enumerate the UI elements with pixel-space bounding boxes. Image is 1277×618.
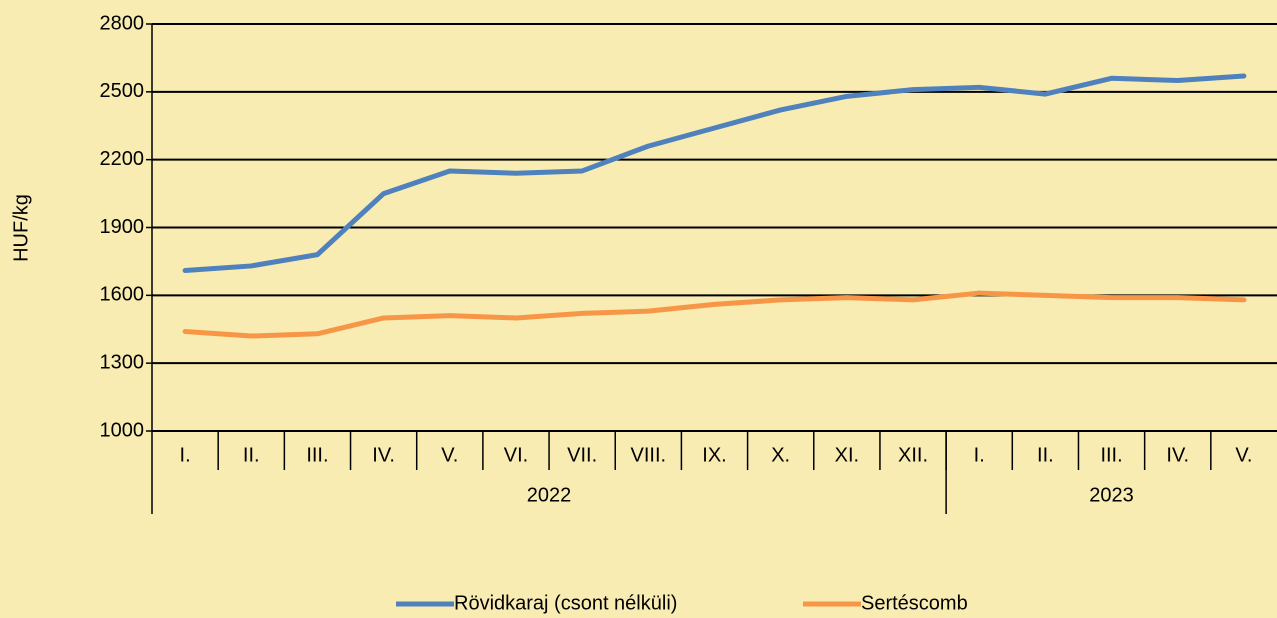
x-tick-label: V.	[1235, 444, 1252, 466]
y-tick-label: 2800	[100, 12, 145, 34]
x-tick-label: IV.	[1166, 444, 1189, 466]
legend-label: Sertéscomb	[861, 592, 968, 614]
y-axis-label: HUF/kg	[10, 194, 32, 262]
x-tick-label: V.	[441, 444, 458, 466]
x-tick-label: VI.	[504, 444, 528, 466]
y-tick-label: 2200	[100, 148, 145, 170]
x-tick-label: II.	[1037, 444, 1054, 466]
y-tick-label: 2500	[100, 80, 145, 102]
x-tick-label: XI.	[835, 444, 859, 466]
group-label: 2023	[1089, 484, 1134, 506]
series-line	[182, 73, 1247, 273]
x-tick-label: IX.	[702, 444, 726, 466]
x-tick-label: I.	[180, 444, 191, 466]
x-tick-label: VII.	[567, 444, 597, 466]
group-label: 2022	[527, 484, 572, 506]
x-tick-label: I.	[974, 444, 985, 466]
y-tick-label: 1300	[100, 351, 145, 373]
x-tick-label: VIII.	[631, 444, 667, 466]
x-tick-label: II.	[243, 444, 260, 466]
x-tick-label: X.	[771, 444, 790, 466]
x-tick-label: III.	[1100, 444, 1122, 466]
x-tick-label: III.	[306, 444, 328, 466]
x-tick-label: IV.	[372, 444, 395, 466]
series-line	[182, 290, 1247, 339]
x-tick-label: XII.	[898, 444, 928, 466]
y-tick-label: 1600	[100, 284, 145, 306]
y-tick-label: 1000	[100, 419, 145, 441]
legend-label: Rövidkaraj (csont nélküli)	[454, 592, 677, 614]
y-tick-label: 1900	[100, 216, 145, 238]
